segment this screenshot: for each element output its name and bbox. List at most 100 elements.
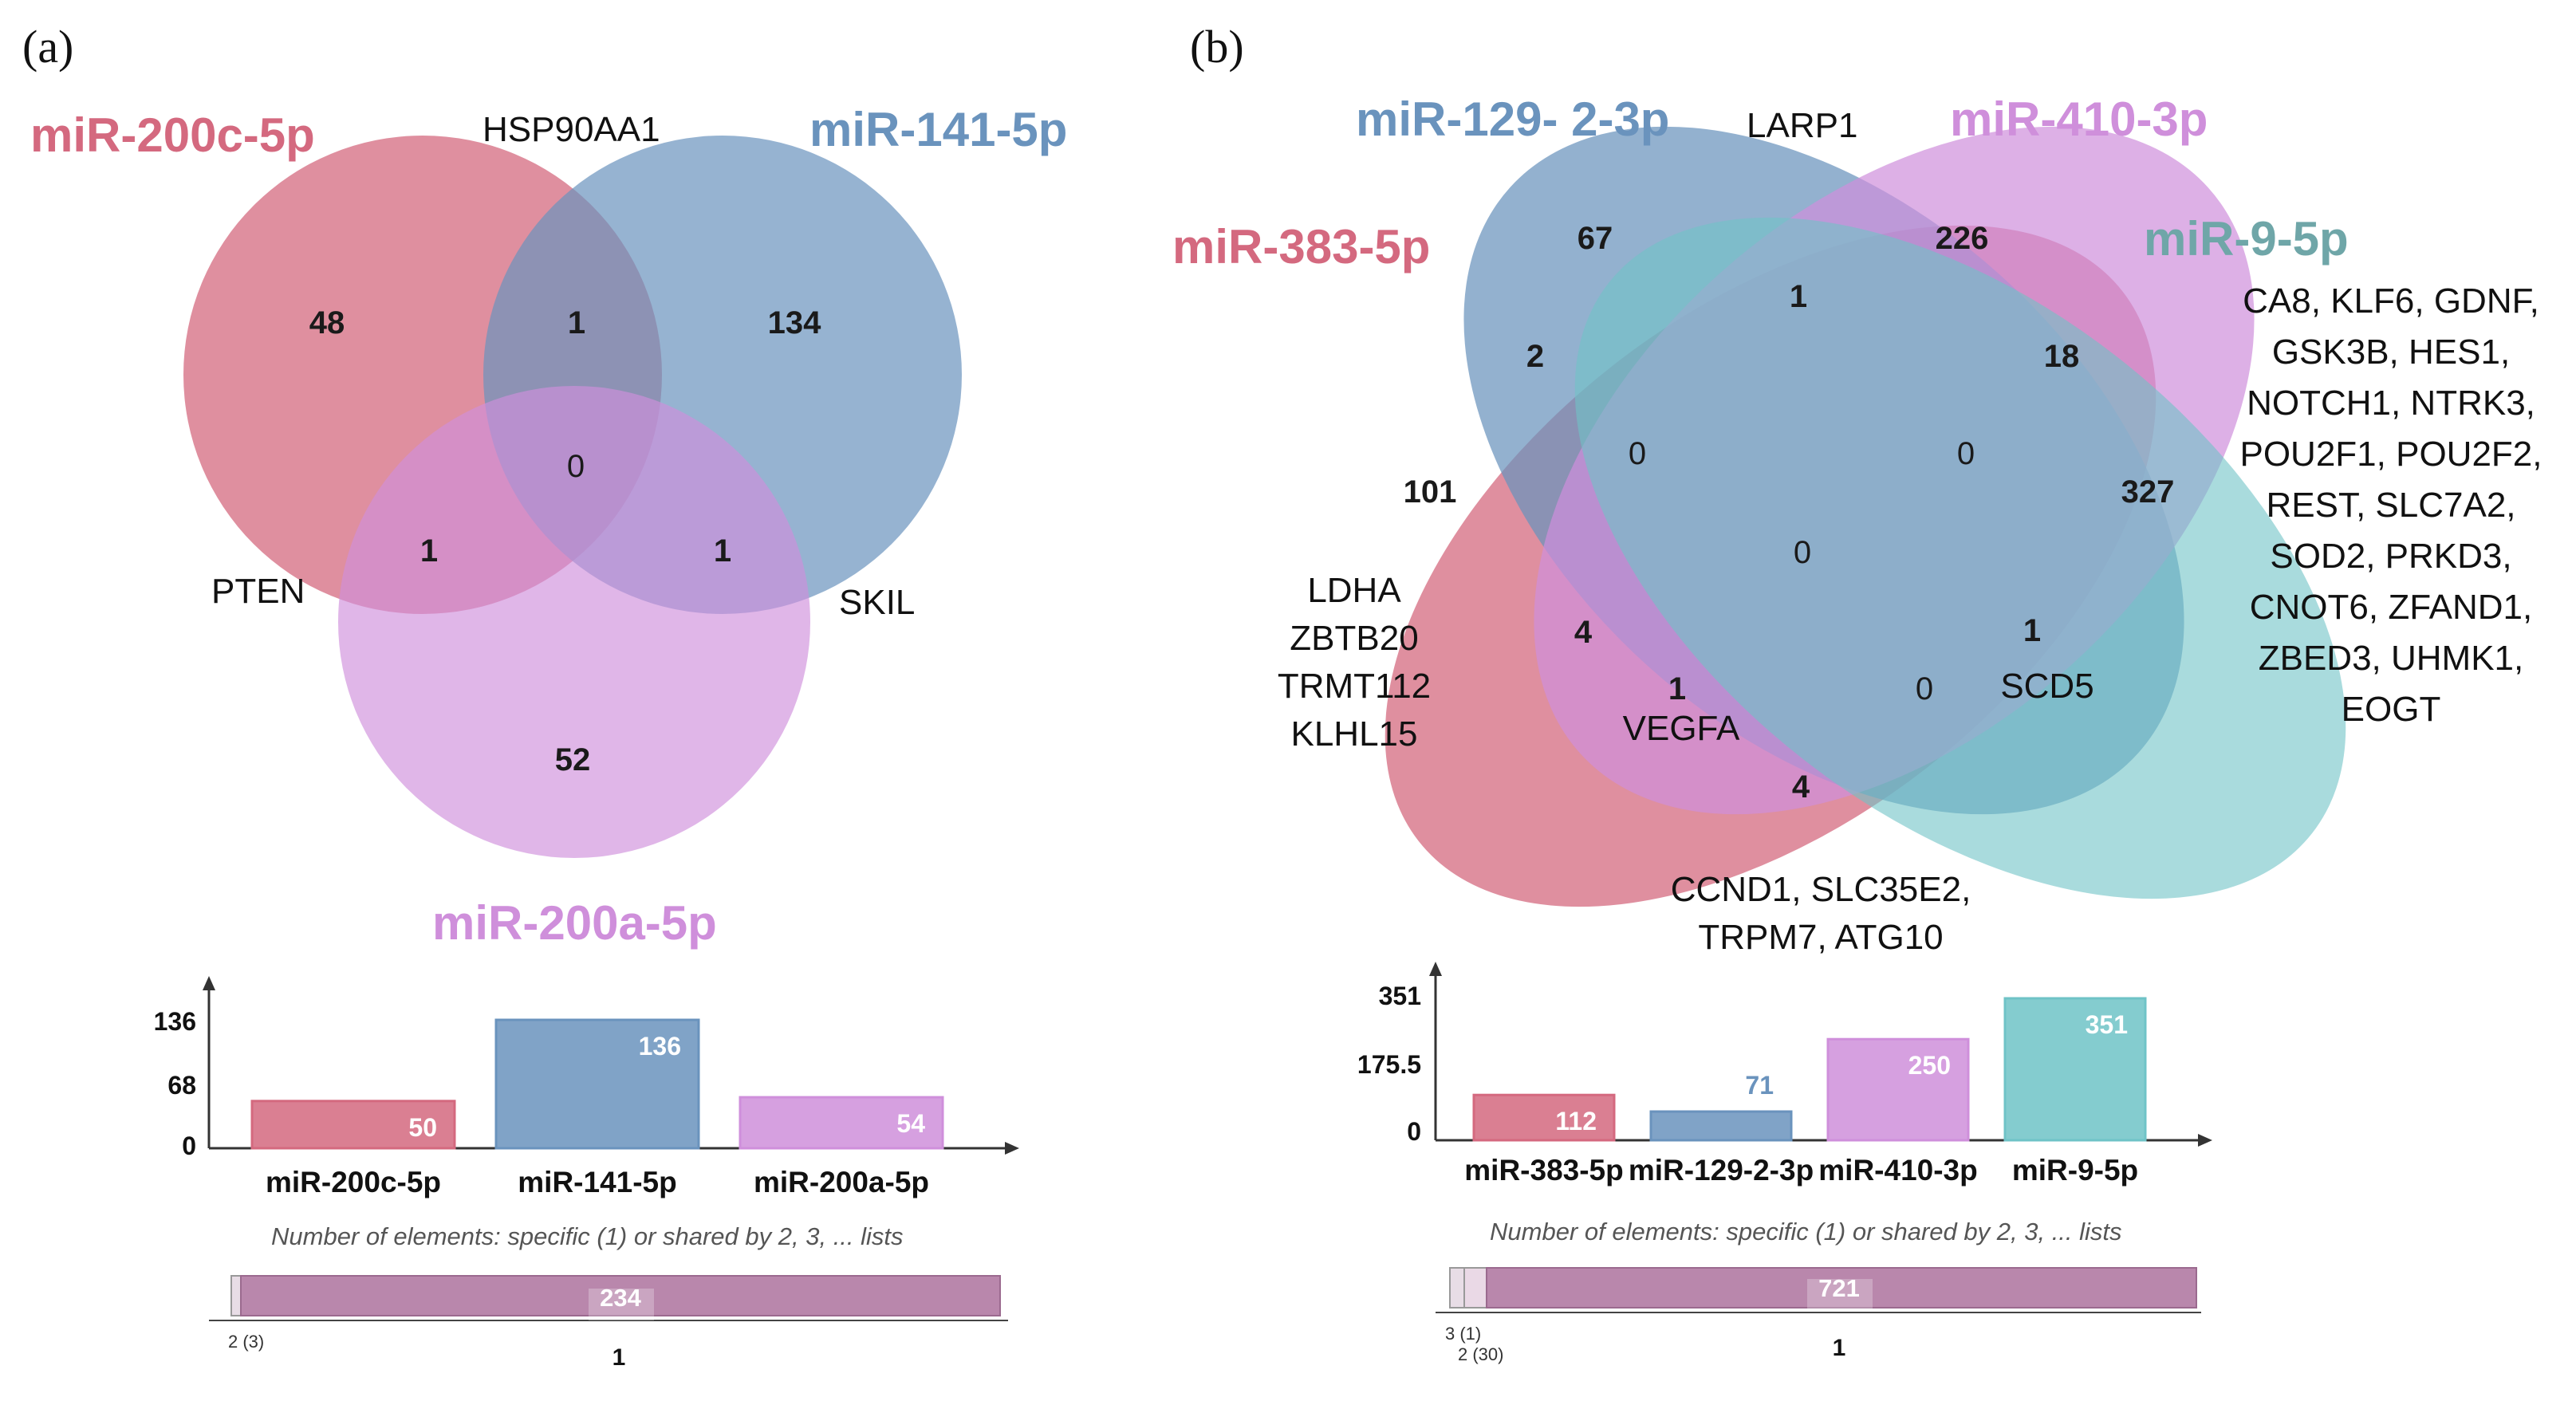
bar-b-bar-category-1: miR-129-2-3p: [1629, 1154, 1814, 1187]
venn-b-count-0-center: 0: [1794, 535, 1811, 570]
strip-b-left-label-1: 3 (1): [1445, 1324, 1481, 1344]
venn-b-count-0-lower: 0: [1916, 671, 1933, 706]
gene-list-ldha: LDHA ZBTB20 TRMT112 KLHL15: [1278, 571, 1431, 754]
gene-list-bottom-line-2: TRPM7, ATG10: [1698, 918, 1943, 957]
venn-a-circle-200a: [338, 386, 810, 858]
venn-b-title-129: miR-129- 2-3p: [1356, 92, 1669, 146]
strip-a-total: 234: [600, 1284, 641, 1312]
venn-b-count-4-bottom: 4: [1792, 769, 1810, 805]
strip-a-total-box: [589, 1289, 654, 1320]
bar-b-bar-value-0: 112: [1555, 1107, 1597, 1135]
venn-a-count-141-200a: 1: [714, 533, 731, 569]
venn-a-title-200a: miR-200a-5p: [432, 896, 717, 950]
strip-b-small-segment-1: [1449, 1267, 1465, 1309]
gene-vegfa: VEGFA: [1623, 709, 1740, 748]
bar-a-x-arrow: [1005, 1142, 1019, 1155]
gene-zbtb20: ZBTB20: [1290, 619, 1418, 658]
panel-a-label: (a): [22, 21, 73, 73]
bar-a-y-arrow: [203, 976, 215, 990]
strip-a-small-segment: [230, 1275, 242, 1316]
gene-larp1: LARP1: [1747, 106, 1857, 145]
bar-b-bar-value-1: 71: [1745, 1071, 1774, 1100]
gene-list-right-line-4: POU2F1, POU2F2,: [2239, 435, 2542, 474]
strip-b-small-segment-2: [1463, 1267, 1487, 1309]
venn-a-count-only-200c: 48: [309, 305, 345, 340]
venn-b-title-383: miR-383-5p: [1172, 220, 1430, 274]
gene-scd5: SCD5: [2000, 667, 2093, 706]
venn-b-count-327: 327: [2121, 474, 2175, 510]
strip-b: 721 3 (1) 2 (30) 1: [1436, 1267, 2201, 1364]
venn-a-count-only-141: 134: [768, 305, 821, 340]
bar-b-bar-3: [2003, 997, 2147, 1142]
bar-b-bar-1: [1649, 1110, 1793, 1142]
strip-a-main-segment: [240, 1275, 1001, 1316]
venn-a-count-200c-141: 1: [568, 305, 585, 340]
venn-a-count-all: 0: [567, 449, 585, 484]
bar-chart-a: 136 68 0 50 miR-200c-5p 136 miR-141-5p 54 miR…: [154, 976, 1019, 1198]
panel-b-label: (b): [1190, 21, 1244, 73]
venn-a-title-200c: miR-200c-5p: [30, 108, 315, 162]
bar-b-y-arrow: [1429, 962, 1442, 976]
bar-b-bar-2: [1826, 1037, 1970, 1142]
venn-b-count-1-lower: 1: [1668, 671, 1686, 706]
gene-klhl15: KLHL15: [1290, 714, 1417, 754]
gene-list-right-line-3: NOTCH1, NTRK3,: [2247, 384, 2535, 423]
strip-b-total: 721: [1818, 1274, 1860, 1302]
caption-b: Number of elements: specific (1) or shar…: [1490, 1218, 2122, 1246]
venn-b-count-2: 2: [1526, 339, 1544, 374]
bar-a-ytick-mid: 68: [167, 1071, 196, 1100]
bar-a-bar-1: [494, 1018, 700, 1150]
gene-list-right: CA8, KLF6, GDNF, GSK3B, HES1, NOTCH1, NT…: [2239, 281, 2542, 729]
bar-b-x-arrow: [2198, 1134, 2212, 1147]
gene-ldha: LDHA: [1307, 571, 1401, 610]
bar-a-bar-category-0: miR-200c-5p: [266, 1166, 441, 1198]
venn-b-count-67: 67: [1578, 221, 1613, 256]
gene-list-right-line-8: ZBED3, UHMK1,: [2259, 639, 2524, 678]
bar-b-ytick-max: 351: [1379, 982, 1421, 1010]
venn-b-title-410: miR-410-3p: [1950, 92, 2208, 146]
bar-b-bar-category-0: miR-383-5p: [1464, 1154, 1623, 1187]
strip-b-main-segment: [1486, 1267, 2197, 1309]
venn-a-count-200c-200a: 1: [420, 533, 438, 569]
bar-a-bar-value-2: 54: [896, 1109, 925, 1138]
venn-b: [1385, 126, 2346, 907]
bar-a-bar-0: [250, 1100, 456, 1150]
venn-a: [183, 136, 962, 858]
gene-list-right-line-2: GSK3B, HES1,: [2272, 333, 2510, 372]
gene-list-right-line-6: SOD2, PRKD3,: [2270, 537, 2511, 576]
bar-a-bar-2: [739, 1096, 944, 1150]
bar-b-bar-category-3: miR-9-5p: [2012, 1154, 2138, 1187]
bar-a-bar-category-1: miR-141-5p: [518, 1166, 676, 1198]
gene-list-right-line-7: CNOT6, ZFAND1,: [2250, 588, 2533, 627]
gene-trmt112: TRMT112: [1278, 667, 1431, 706]
bar-b-ytick-zero: 0: [1407, 1117, 1421, 1146]
bar-a-bar-value-1: 136: [639, 1032, 681, 1061]
venn-b-count-18: 18: [2044, 339, 2080, 374]
strip-b-total-box: [1807, 1279, 1873, 1311]
gene-list-right-line-9: EOGT: [2342, 690, 2441, 729]
venn-b-title-9: miR-9-5p: [2144, 212, 2349, 266]
bar-a-ytick-max: 136: [154, 1007, 196, 1036]
venn-b-count-0-right: 0: [1957, 436, 1975, 471]
strip-a-left-label: 2 (3): [228, 1332, 264, 1352]
venn-b-count-0-left: 0: [1629, 436, 1646, 471]
bar-b-bar-value-3: 351: [2086, 1010, 2128, 1039]
venn-a-title-141: miR-141-5p: [809, 103, 1067, 156]
caption-a: Number of elements: specific (1) or shar…: [271, 1222, 904, 1250]
gene-list-bottom: CCND1, SLC35E2, TRPM7, ATG10: [1671, 870, 1971, 957]
strip-a: 234 2 (3) 1: [209, 1275, 1008, 1371]
bar-a-bar-category-2: miR-200a-5p: [754, 1166, 929, 1198]
venn-b-ellipse-9: [1574, 217, 2346, 899]
strip-a-center-label: 1: [612, 1344, 626, 1371]
gene-list-right-line-5: REST, SLC7A2,: [2266, 486, 2515, 525]
gene-list-bottom-line-1: CCND1, SLC35E2,: [1671, 870, 1971, 909]
gene-pten: PTEN: [211, 572, 305, 611]
venn-b-count-1-top: 1: [1790, 279, 1807, 314]
gene-hsp90aa1: HSP90AA1: [483, 110, 660, 149]
venn-b-count-1-right: 1: [2023, 613, 2041, 648]
strip-b-left-label-2: 2 (30): [1458, 1344, 1503, 1364]
strip-b-center-label: 1: [1833, 1335, 1846, 1361]
bar-b-bar-0: [1472, 1093, 1616, 1142]
gene-skil: SKIL: [839, 583, 915, 622]
